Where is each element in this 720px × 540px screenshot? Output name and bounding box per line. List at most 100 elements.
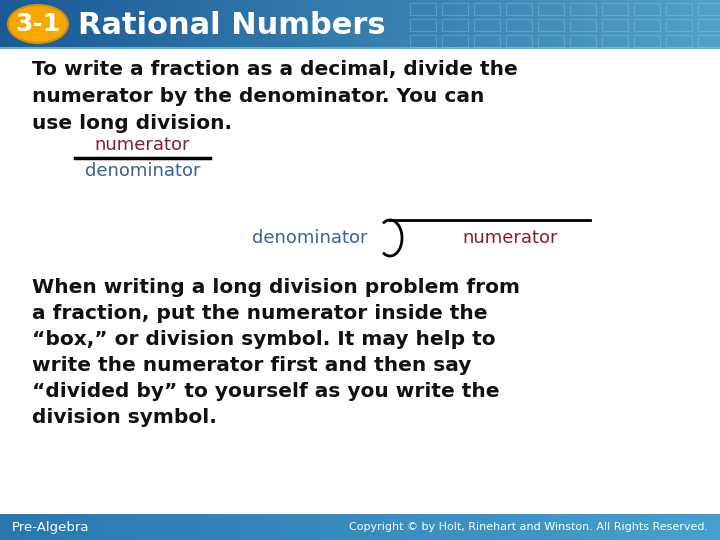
- Bar: [386, 0, 387, 48]
- Bar: [549, 514, 550, 540]
- Bar: [624, 0, 625, 48]
- Bar: [98, 514, 99, 540]
- Bar: [7, 0, 8, 48]
- Bar: [672, 514, 673, 540]
- Bar: [611, 0, 612, 48]
- Bar: [545, 0, 546, 48]
- Bar: [54, 514, 55, 540]
- Bar: [581, 514, 582, 540]
- Bar: [703, 514, 704, 540]
- Bar: [162, 0, 163, 48]
- Bar: [162, 514, 163, 540]
- Bar: [276, 0, 277, 48]
- Bar: [519, 0, 520, 48]
- Bar: [156, 0, 157, 48]
- Bar: [566, 0, 567, 48]
- Bar: [487, 0, 488, 48]
- Bar: [441, 0, 442, 48]
- Bar: [529, 514, 530, 540]
- Bar: [503, 514, 504, 540]
- Bar: [664, 0, 665, 48]
- Bar: [683, 0, 684, 48]
- Bar: [636, 0, 637, 48]
- Bar: [253, 514, 254, 540]
- Bar: [609, 0, 610, 48]
- Bar: [229, 0, 230, 48]
- Bar: [106, 0, 107, 48]
- Bar: [286, 514, 287, 540]
- Bar: [294, 514, 295, 540]
- Bar: [76, 0, 77, 48]
- Bar: [439, 514, 440, 540]
- Bar: [67, 514, 68, 540]
- Bar: [126, 514, 127, 540]
- Bar: [525, 514, 526, 540]
- Bar: [478, 514, 479, 540]
- Bar: [584, 514, 585, 540]
- Bar: [630, 0, 631, 48]
- Bar: [570, 514, 571, 540]
- Bar: [691, 514, 692, 540]
- Bar: [393, 0, 394, 48]
- Bar: [432, 514, 433, 540]
- Bar: [437, 0, 438, 48]
- Text: a fraction, put the numerator inside the: a fraction, put the numerator inside the: [32, 304, 487, 323]
- Bar: [698, 3, 720, 15]
- Bar: [499, 0, 500, 48]
- Bar: [465, 514, 466, 540]
- Bar: [616, 514, 617, 540]
- Text: numerator: numerator: [95, 136, 190, 154]
- Bar: [360, 514, 361, 540]
- Bar: [476, 0, 477, 48]
- Bar: [442, 3, 468, 15]
- Bar: [601, 514, 602, 540]
- Bar: [226, 514, 227, 540]
- Bar: [79, 0, 80, 48]
- Bar: [461, 0, 462, 48]
- Bar: [698, 514, 699, 540]
- Bar: [218, 0, 219, 48]
- Bar: [220, 514, 221, 540]
- Bar: [358, 0, 359, 48]
- Bar: [410, 3, 436, 15]
- Bar: [13, 514, 14, 540]
- Bar: [303, 514, 304, 540]
- Bar: [557, 514, 558, 540]
- Bar: [643, 0, 644, 48]
- Bar: [716, 514, 717, 540]
- Bar: [668, 514, 669, 540]
- Bar: [155, 0, 156, 48]
- Bar: [154, 0, 155, 48]
- Bar: [612, 0, 613, 48]
- Bar: [272, 0, 273, 48]
- Bar: [704, 0, 705, 48]
- Bar: [340, 0, 341, 48]
- Bar: [337, 514, 338, 540]
- Bar: [161, 0, 162, 48]
- Bar: [598, 0, 599, 48]
- Bar: [73, 0, 74, 48]
- Bar: [385, 0, 386, 48]
- Bar: [668, 0, 669, 48]
- Bar: [603, 0, 604, 48]
- Bar: [551, 514, 552, 540]
- Bar: [665, 0, 666, 48]
- Bar: [709, 0, 710, 48]
- Bar: [554, 514, 555, 540]
- Bar: [380, 514, 381, 540]
- Bar: [411, 514, 412, 540]
- Bar: [496, 514, 497, 540]
- Bar: [414, 0, 415, 48]
- Bar: [468, 0, 469, 48]
- Bar: [405, 0, 406, 48]
- Bar: [506, 3, 532, 15]
- Bar: [415, 0, 416, 48]
- Bar: [550, 0, 551, 48]
- Bar: [275, 514, 276, 540]
- Bar: [459, 0, 460, 48]
- Bar: [308, 0, 309, 48]
- Bar: [175, 514, 176, 540]
- Bar: [678, 514, 679, 540]
- Bar: [300, 514, 301, 540]
- Bar: [375, 0, 376, 48]
